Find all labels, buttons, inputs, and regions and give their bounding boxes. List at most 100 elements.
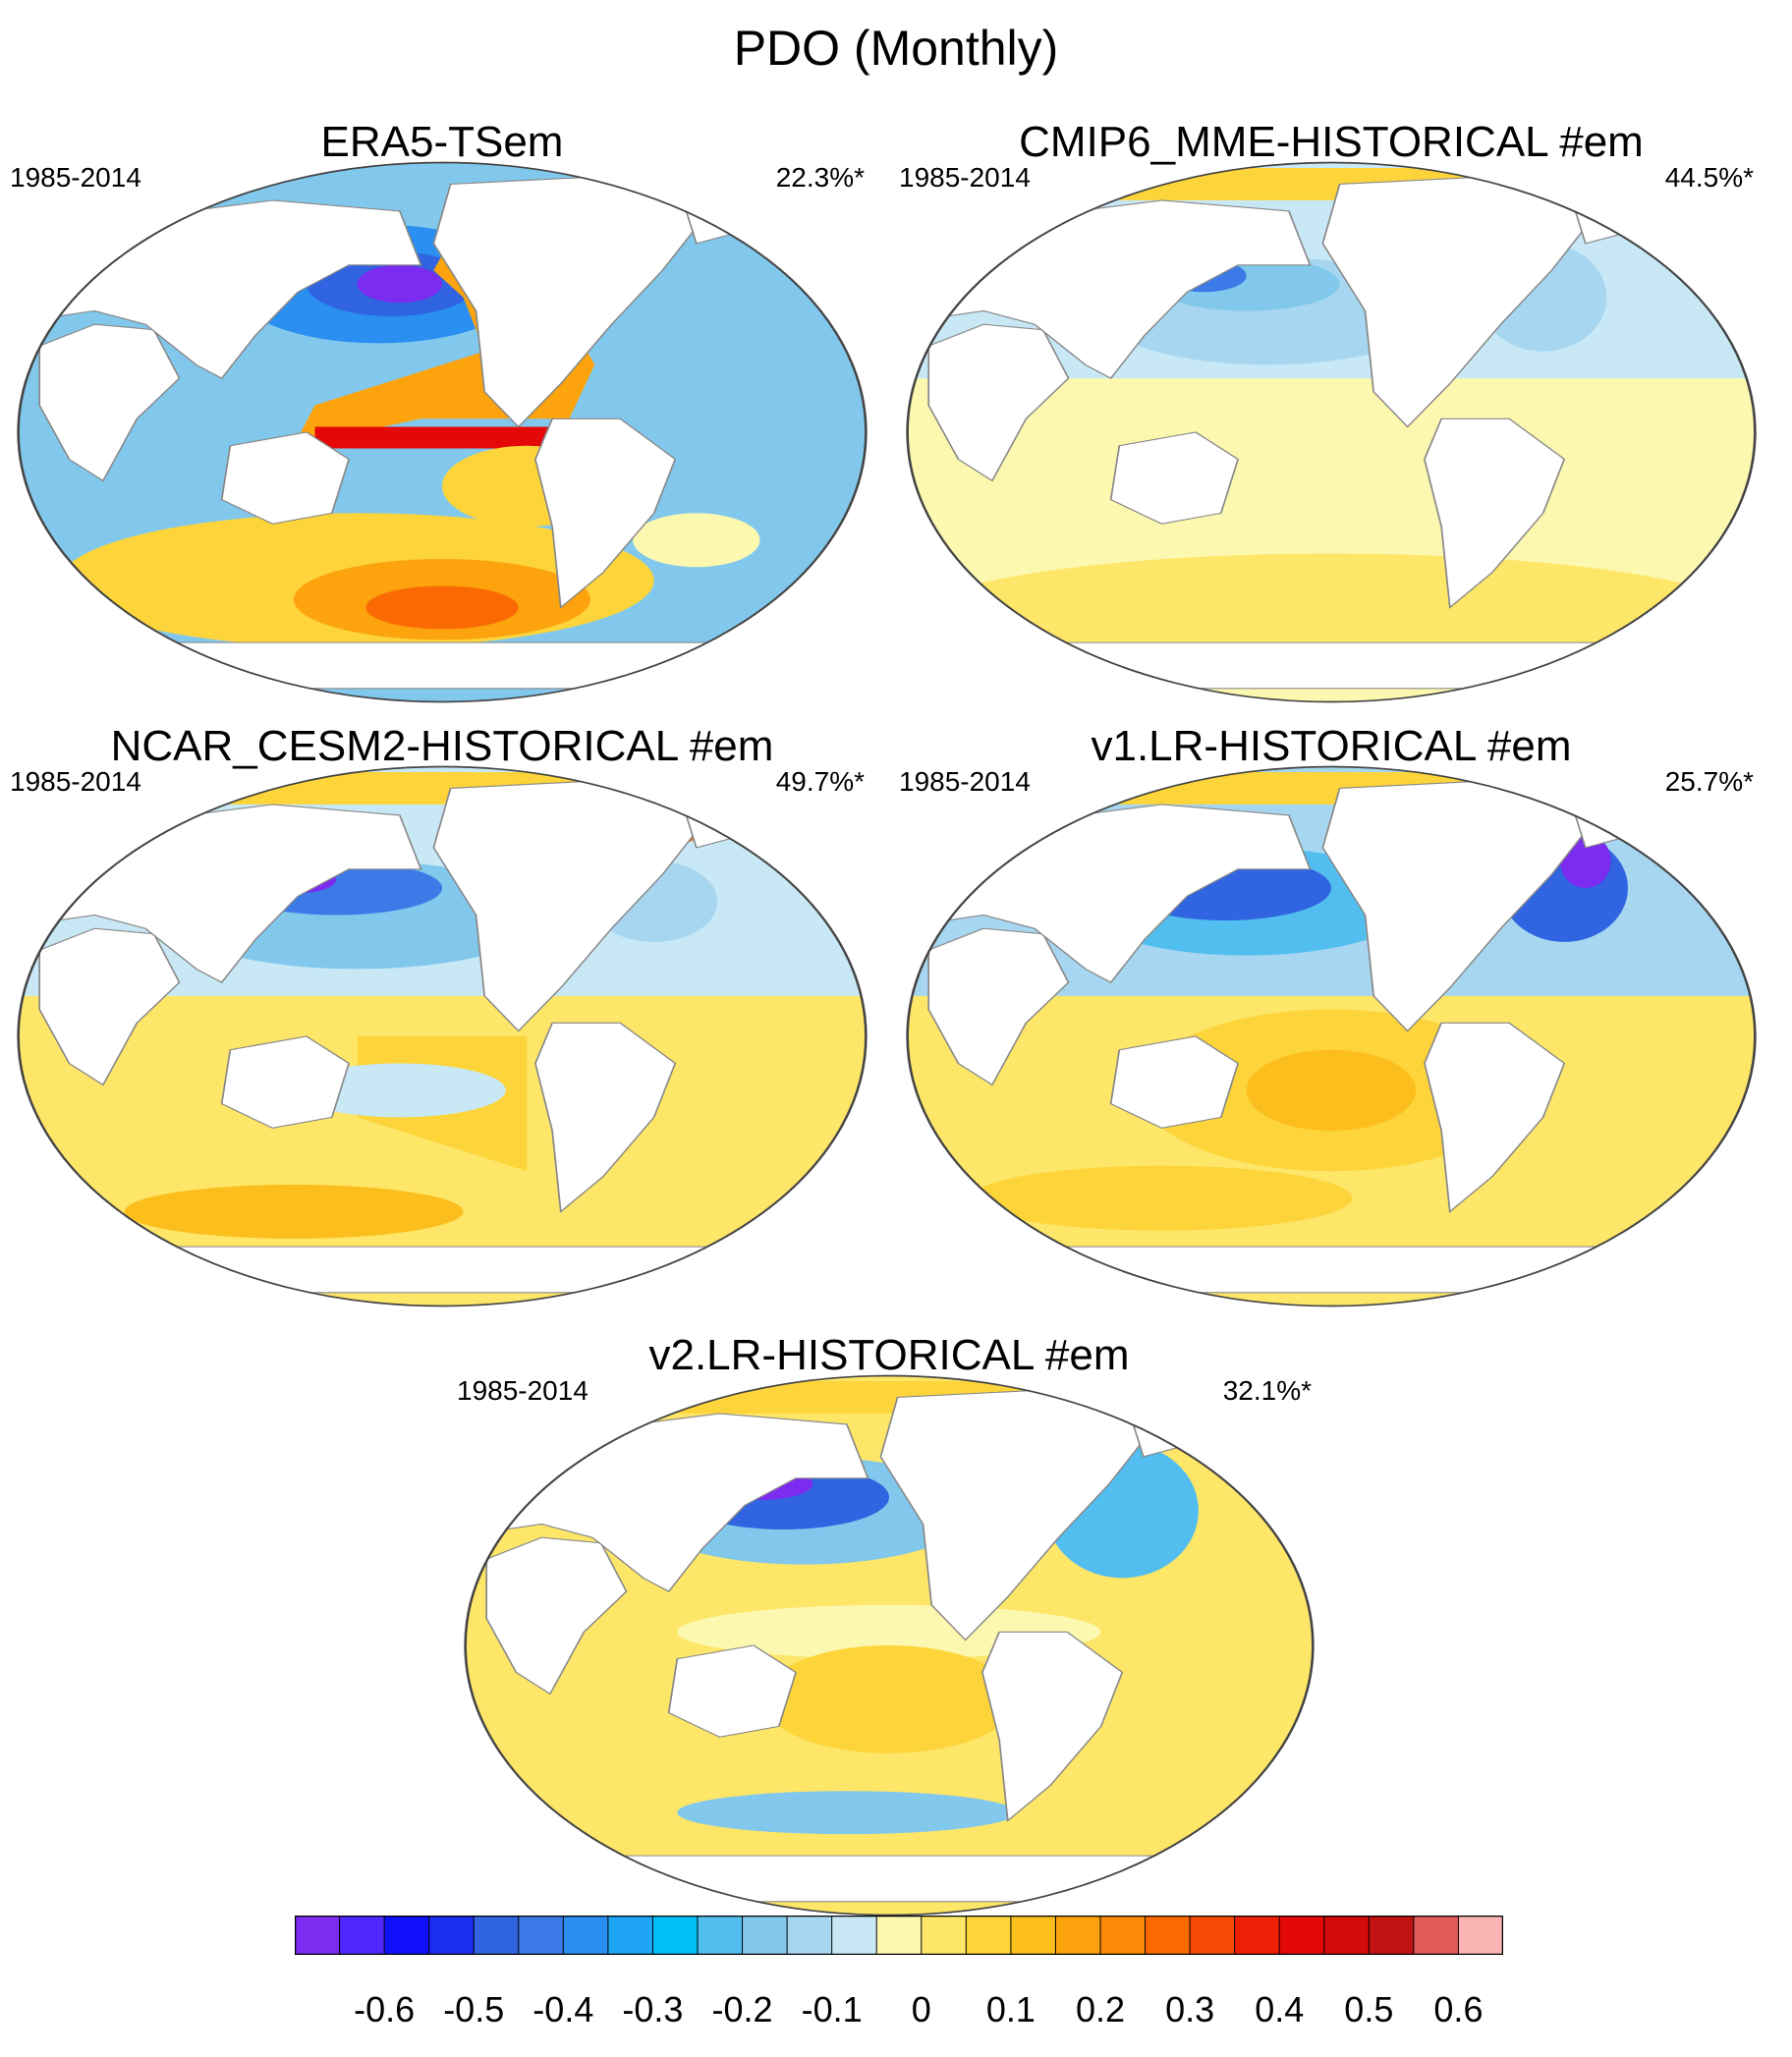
period-label: 1985-2014 (10, 766, 141, 797)
land-mass (38, 323, 181, 482)
colorbar-swatch (787, 1917, 833, 1954)
colorbar-swatch (652, 1917, 699, 1954)
map-plot (17, 765, 868, 1307)
colorbar-swatch (339, 1917, 385, 1954)
panel-era5: ERA5-TSem 1985-2014 22.3%* (10, 118, 874, 727)
period-label: 1985-2014 (10, 162, 141, 193)
land-mass (927, 927, 1070, 1086)
colorbar-swatch (384, 1917, 430, 1954)
figure-title: PDO (Monthly) (733, 21, 1059, 76)
colorbar-frame (295, 1916, 1503, 1955)
colorbar-swatch (1413, 1917, 1459, 1954)
panel-cmip6-mme: CMIP6_MME-HISTORICAL #em 1985-2014 44.5%… (899, 118, 1764, 727)
colorbar-swatch (474, 1917, 520, 1954)
colorbar-tick-label: -0.6 (354, 1989, 416, 2029)
land-mass (220, 1035, 351, 1129)
variance-label: 22.3%* (775, 162, 865, 193)
map-plot (17, 161, 868, 703)
map-outline (17, 765, 868, 1307)
colorbar-swatch (831, 1917, 877, 1954)
land-mass (122, 641, 762, 690)
colorbar-swatch (1323, 1917, 1370, 1954)
colorbar-swatch (1145, 1917, 1191, 1954)
colorbar-tick-label: -0.3 (622, 1989, 684, 2029)
panel-title: NCAR_CESM2-HISTORICAL #em (110, 722, 774, 770)
anomaly-region (294, 1063, 506, 1118)
anomaly-region (677, 1791, 1017, 1835)
panel-title: v1.LR-HISTORICAL #em (1091, 722, 1572, 770)
land-mass (534, 417, 677, 609)
panel-v1-lr: v1.LR-HISTORICAL #em 1985-2014 25.7%* (899, 722, 1764, 1331)
land-mass (1424, 1022, 1566, 1213)
period-label: 1985-2014 (899, 766, 1031, 797)
land-mass (220, 431, 351, 525)
colorbar-tick-label: 0 (911, 1989, 931, 2029)
colorbar-tick-label: -0.5 (443, 1989, 505, 2029)
variance-label: 25.7%* (1664, 766, 1754, 797)
colorbar-tick-label: 0.4 (1255, 1989, 1305, 2029)
colorbar-swatch (1100, 1917, 1147, 1954)
map-plot (906, 161, 1757, 703)
colorbar-tick-label: 0.2 (1075, 1989, 1126, 2029)
colorbar-swatch (1279, 1917, 1325, 1954)
land-mass (1109, 1035, 1240, 1129)
colorbar-swatch (1369, 1917, 1415, 1954)
land-mass (485, 1536, 628, 1696)
anomaly-region (357, 264, 442, 304)
colorbar-swatch (742, 1917, 788, 1954)
panel-title: CMIP6_MME-HISTORICAL #em (1019, 118, 1644, 166)
colorbar-swatch (607, 1917, 653, 1954)
colorbar-swatch (563, 1917, 609, 1954)
anomaly-region (633, 513, 760, 568)
land-mass (927, 323, 1070, 482)
colorbar-tick-label: -0.4 (532, 1989, 594, 2029)
colorbar-swatch (1458, 1917, 1503, 1954)
colorbar-tick-labels: -0.6 -0.5 -0.4 -0.3 -0.2 -0.1 0 0.1 0.2 0.3 0.4 0.5… (295, 1989, 1503, 2029)
map-plot (464, 1374, 1315, 1917)
colorbar-swatch (1010, 1917, 1056, 1954)
land-mass (981, 1631, 1124, 1822)
colorbar-swatch (1055, 1917, 1101, 1954)
colorbar-swatch (876, 1917, 923, 1954)
colorbar-swatch (518, 1917, 564, 1954)
colorbar-tick-label: -0.1 (801, 1989, 863, 2029)
land-mass (667, 1644, 798, 1738)
colorbar-swatch (966, 1917, 1012, 1954)
map-outline (906, 161, 1757, 703)
anomaly-region (761, 1645, 1017, 1753)
land-mass (1424, 417, 1566, 609)
colorbar-tick-label: 0.6 (1433, 1989, 1484, 2029)
panel-cesm2: NCAR_CESM2-HISTORICAL #em 1985-2014 49.7… (10, 722, 874, 1331)
map-outline (906, 765, 1757, 1307)
colorbar-swatch (1190, 1917, 1236, 1954)
anomaly-region (314, 426, 570, 449)
variance-label: 49.7%* (775, 766, 865, 797)
colorbar-swatch (295, 1917, 341, 1954)
colorbar-swatch (921, 1917, 967, 1954)
land-mass (38, 927, 181, 1086)
panel-title: ERA5-TSem (320, 118, 564, 166)
map-outline (464, 1374, 1315, 1917)
colorbar (295, 1916, 1503, 1955)
variance-label: 32.1%* (1222, 1375, 1312, 1406)
colorbar-swatch (698, 1917, 744, 1954)
land-mass (122, 1246, 762, 1294)
land-mass (1011, 641, 1652, 690)
land-mass (569, 1855, 1209, 1903)
anomaly-region (365, 585, 519, 630)
colorbar-swatch (428, 1917, 475, 1954)
colorbar-tick-label: 0.3 (1165, 1989, 1215, 2029)
colorbar-swatch (1234, 1917, 1280, 1954)
colorbar-tick-label: -0.2 (711, 1989, 773, 2029)
panel-v2-lr: v2.LR-HISTORICAL #em 1985-2014 32.1%* (457, 1331, 1321, 1940)
land-mass (1109, 431, 1240, 525)
variance-label: 44.5%* (1664, 162, 1754, 193)
colorbar-tick-label: 0.1 (985, 1989, 1036, 2029)
anomaly-region (971, 1165, 1353, 1231)
anomaly-region (124, 1184, 464, 1239)
map-plot (906, 765, 1757, 1307)
land-mass (534, 1022, 677, 1213)
map-outline (17, 161, 868, 703)
panel-title: v2.LR-HISTORICAL #em (648, 1331, 1130, 1379)
anomaly-region (1246, 1049, 1417, 1132)
